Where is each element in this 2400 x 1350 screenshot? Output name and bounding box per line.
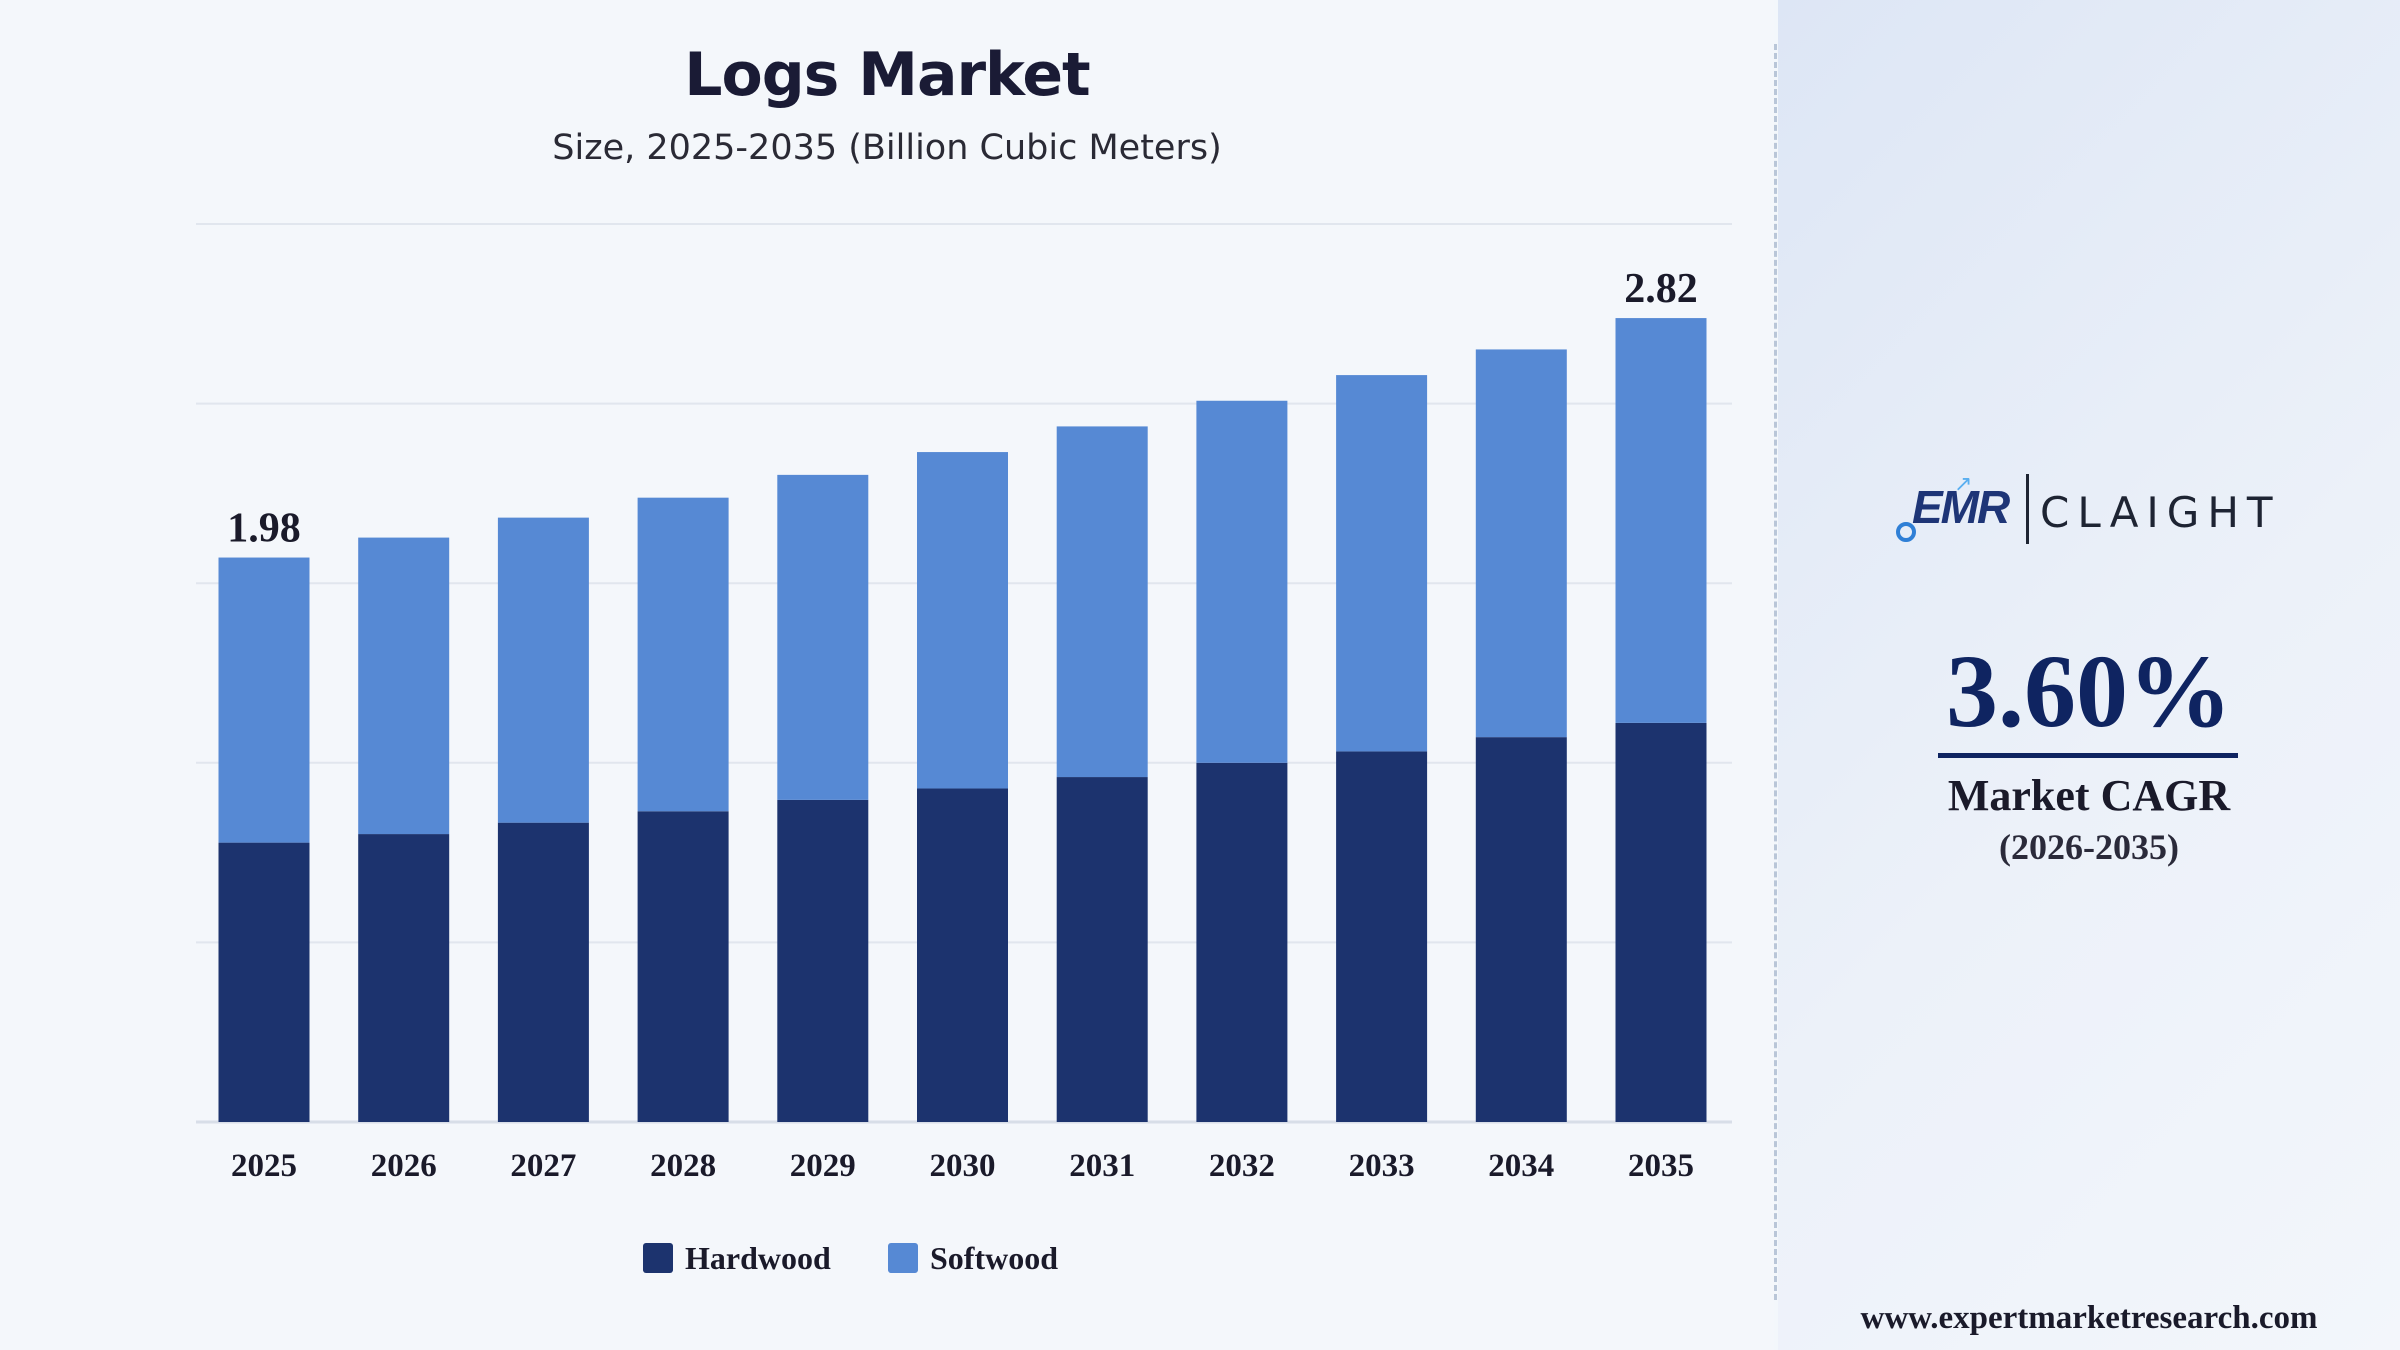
data-label-2035: 2.82 <box>1624 266 1698 312</box>
bar-softwood-2025 <box>218 557 310 843</box>
chart-area: Logs Market Size, 2025-2035 (Billion Cub… <box>196 40 1732 1276</box>
logo-claight-text: CLAIGHT <box>2040 488 2281 537</box>
chart-subtitle: Size, 2025-2035 (Billion Cubic Meters) <box>552 128 1222 168</box>
bar-softwood-2030 <box>917 452 1008 789</box>
cagr-period: (2026-2035) <box>1999 827 2179 867</box>
legend-label-hardwood: Hardwood <box>685 1240 831 1276</box>
data-label-2025: 1.98 <box>227 506 301 552</box>
x-tick-label-2031: 2031 <box>1069 1148 1135 1184</box>
bar-hardwood-2029 <box>777 799 869 1122</box>
panel-divider <box>1774 44 1777 1300</box>
legend-swatch-hardwood <box>643 1243 673 1273</box>
logo-dot-icon <box>1896 522 1916 542</box>
bar-softwood-2032 <box>1196 400 1288 763</box>
bar-hardwood-2035 <box>1615 722 1707 1122</box>
bar-hardwood-2031 <box>1056 777 1148 1122</box>
chart-title: Logs Market <box>684 40 1090 110</box>
x-tick-label-2026: 2026 <box>371 1148 437 1184</box>
x-tick-label-2034: 2034 <box>1488 1148 1554 1184</box>
legend-label-softwood: Softwood <box>930 1240 1058 1276</box>
bar-hardwood-2027 <box>497 822 589 1122</box>
cagr-label: Market CAGR <box>1947 771 2231 820</box>
bar-softwood-2033 <box>1336 375 1428 752</box>
bar-softwood-2028 <box>637 497 729 812</box>
x-tick-label-2025: 2025 <box>231 1148 297 1184</box>
side-panel <box>1778 0 2400 1350</box>
cagr-underline <box>1938 753 2238 758</box>
x-tick-label-2027: 2027 <box>510 1148 576 1184</box>
bar-softwood-2034 <box>1475 349 1567 738</box>
bar-hardwood-2030 <box>917 788 1008 1122</box>
x-tick-label-2028: 2028 <box>650 1148 716 1184</box>
bar-softwood-2027 <box>497 517 589 823</box>
bar-softwood-2026 <box>358 537 450 835</box>
x-tick-label-2035: 2035 <box>1628 1148 1694 1184</box>
bar-hardwood-2025 <box>218 842 310 1122</box>
company-logo: ↗ EMR CLAIGHT <box>1892 470 2292 550</box>
x-tick-label-2030: 2030 <box>930 1148 996 1184</box>
bar-hardwood-2033 <box>1336 751 1428 1122</box>
bar-hardwood-2028 <box>637 811 729 1122</box>
bar-softwood-2031 <box>1056 426 1148 778</box>
x-tick-label-2033: 2033 <box>1349 1148 1415 1184</box>
logo-emr-text: EMR <box>1912 481 2010 533</box>
cagr-value: 3.60% <box>1946 634 2232 749</box>
logo-separator <box>2026 474 2029 544</box>
x-tick-label-2032: 2032 <box>1209 1148 1275 1184</box>
stacked-bar-chart: 2025 2026 2027 2028 2029 2030 2031 2032 2033 2034… <box>196 223 1732 1276</box>
bar-softwood-2035 <box>1615 318 1707 723</box>
bar-hardwood-2034 <box>1475 737 1567 1122</box>
website-link[interactable]: www.expertmarketresearch.com <box>1860 1300 2318 1336</box>
bar-hardwood-2032 <box>1196 762 1288 1122</box>
bar-hardwood-2026 <box>358 834 450 1122</box>
logo-arrow-icon: ↗ <box>1954 472 1973 497</box>
legend-swatch-softwood <box>888 1243 918 1273</box>
x-tick-label-2029: 2029 <box>790 1148 856 1184</box>
bar-softwood-2029 <box>777 474 869 800</box>
